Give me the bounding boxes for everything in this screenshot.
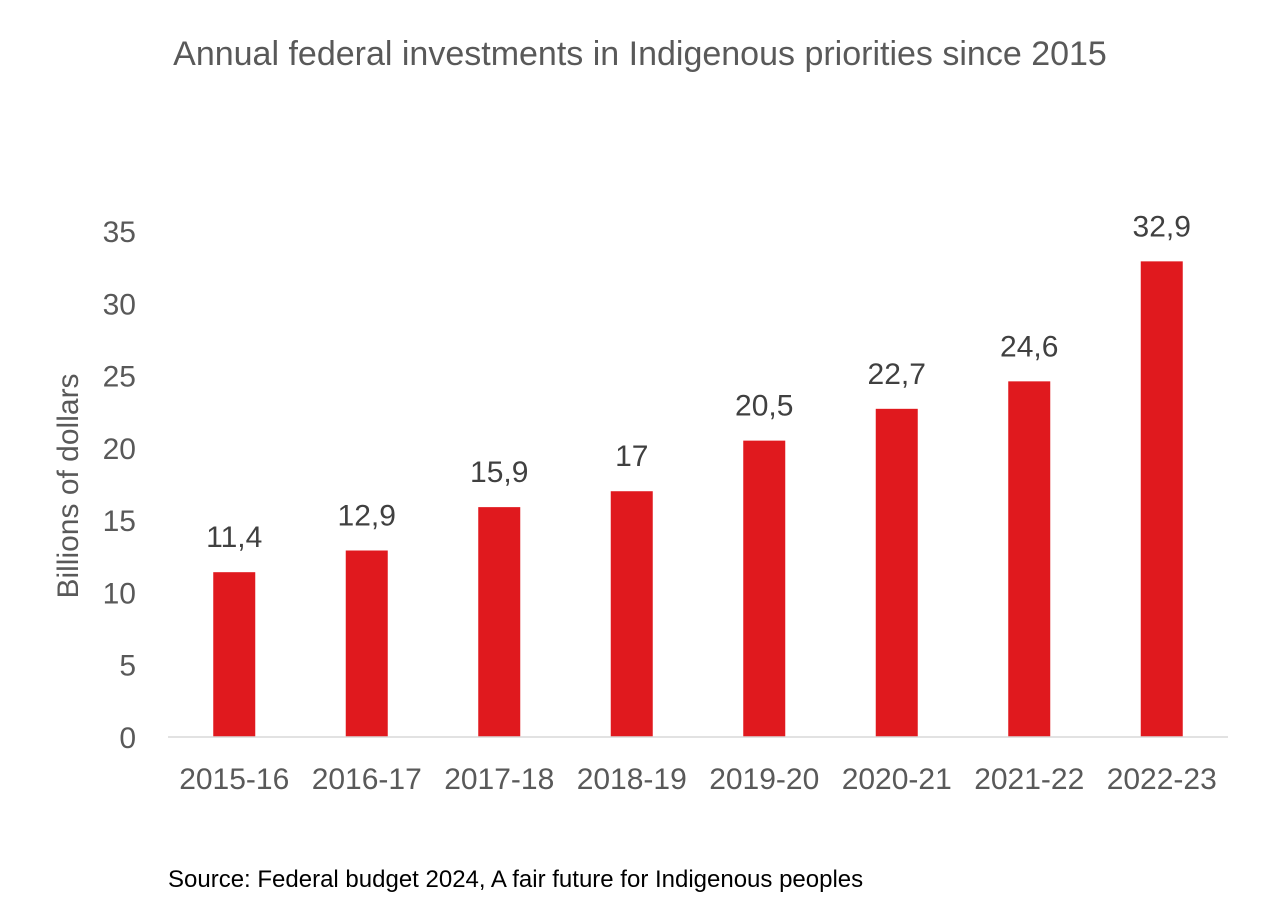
y-tick-label: 5 (119, 650, 136, 683)
bars (213, 261, 1183, 737)
bar (610, 491, 653, 737)
bar-value-label: 22,7 (868, 358, 926, 391)
bar-value-label: 24,6 (1000, 330, 1058, 363)
x-tick-label: 2019-20 (709, 763, 819, 796)
y-tick-label: 15 (103, 505, 136, 538)
bar (213, 572, 256, 737)
bar-value-label: 12,9 (338, 500, 396, 533)
bar-value-label: 11,4 (206, 521, 262, 554)
y-axis-label: Billions of dollars (52, 373, 85, 598)
bar (743, 440, 786, 737)
y-tick-label: 20 (103, 433, 136, 466)
bar (1140, 261, 1183, 737)
x-tick-label: 2017-18 (444, 763, 554, 796)
x-tick-label: 2020-21 (842, 763, 952, 796)
source-note: Source: Federal budget 2024, A fair futu… (168, 866, 864, 893)
x-tick-label: 2018-19 (577, 763, 687, 796)
y-tick-label: 25 (103, 361, 136, 394)
bar-value-label: 32,9 (1133, 210, 1191, 243)
x-tick-label: 2021-22 (974, 763, 1084, 796)
y-axis-ticks: 0 5 10 15 20 25 30 35 (103, 216, 136, 755)
y-tick-label: 0 (119, 722, 136, 755)
y-tick-label: 35 (103, 216, 136, 249)
bar-value-label: 20,5 (735, 390, 793, 423)
bar (345, 550, 388, 737)
bar (875, 408, 918, 737)
bar (1008, 381, 1051, 737)
chart-title: Annual federal investments in Indigenous… (173, 35, 1107, 73)
bar (478, 507, 521, 737)
bar-value-label: 17 (615, 440, 648, 473)
y-tick-label: 10 (103, 577, 136, 610)
x-tick-label: 2022-23 (1107, 763, 1217, 796)
x-axis-ticks: 2015-16 2016-17 2017-18 2018-19 2019-20 2020-… (179, 763, 1217, 796)
data-labels: 11,4 12,9 15,9 17 20,5 22,7 24,6 32,9 (206, 210, 1191, 554)
x-tick-label: 2016-17 (312, 763, 422, 796)
bar-value-label: 15,9 (470, 456, 528, 489)
y-tick-label: 30 (103, 288, 136, 321)
x-tick-label: 2015-16 (179, 763, 289, 796)
